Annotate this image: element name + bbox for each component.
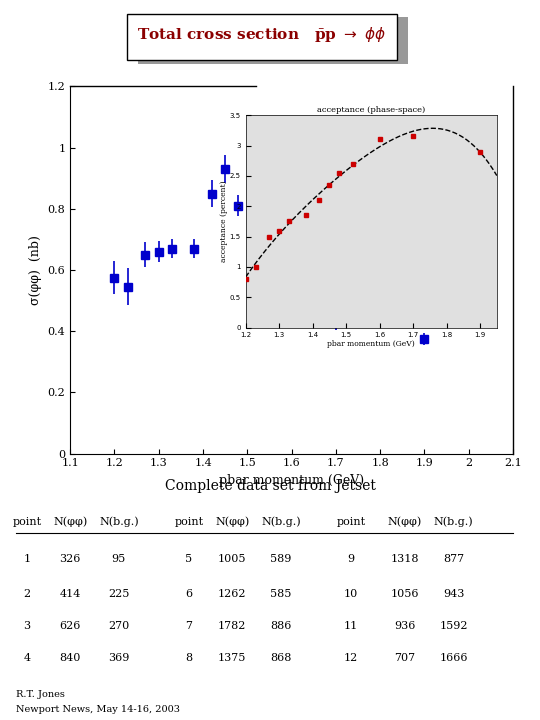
Text: Newport News, May 14-16, 2003: Newport News, May 14-16, 2003 <box>16 706 180 714</box>
Y-axis label: σ(φφ)  (nb): σ(φφ) (nb) <box>29 235 42 305</box>
Text: 8: 8 <box>185 653 193 663</box>
Text: 626: 626 <box>59 621 81 631</box>
Text: 2: 2 <box>23 589 31 598</box>
Text: 1: 1 <box>23 554 31 564</box>
Text: 414: 414 <box>59 589 81 598</box>
Text: 936: 936 <box>394 621 416 631</box>
Text: 943: 943 <box>443 589 464 598</box>
Text: 877: 877 <box>443 554 464 564</box>
Y-axis label: acceptance (percent): acceptance (percent) <box>220 181 228 262</box>
Text: N(φφ): N(φφ) <box>53 516 87 527</box>
Text: 3: 3 <box>23 621 31 631</box>
Text: 10: 10 <box>344 589 358 598</box>
Text: 1005: 1005 <box>218 554 246 564</box>
Title: acceptance (phase-space): acceptance (phase-space) <box>317 107 426 114</box>
Text: 369: 369 <box>108 653 130 663</box>
Text: 1592: 1592 <box>440 621 468 631</box>
Text: 1782: 1782 <box>218 621 246 631</box>
FancyBboxPatch shape <box>138 17 408 63</box>
Text: N(b.g.): N(b.g.) <box>434 516 474 527</box>
X-axis label: pbar momentum (GeV): pbar momentum (GeV) <box>219 474 364 487</box>
Text: 1666: 1666 <box>440 653 468 663</box>
Text: N(b.g.): N(b.g.) <box>261 516 301 527</box>
Text: N(φφ): N(φφ) <box>215 516 249 527</box>
Text: N(φφ): N(φφ) <box>388 516 422 527</box>
Text: 4: 4 <box>23 653 31 663</box>
Text: 589: 589 <box>270 554 292 564</box>
Text: 95: 95 <box>112 554 126 564</box>
Text: 1375: 1375 <box>218 653 246 663</box>
Text: 326: 326 <box>59 554 81 564</box>
Text: point: point <box>12 516 42 526</box>
Text: 1318: 1318 <box>391 554 419 564</box>
Text: 9: 9 <box>347 554 355 564</box>
Text: 1262: 1262 <box>218 589 246 598</box>
Text: R.T. Jones: R.T. Jones <box>16 690 65 699</box>
Text: 585: 585 <box>270 589 292 598</box>
Text: Total cross section   $\mathdefault{\bar{p}}$p $\rightarrow$ $\phi\phi$: Total cross section $\mathdefault{\bar{p… <box>137 25 387 44</box>
Text: 11: 11 <box>344 621 358 631</box>
Text: 6: 6 <box>185 589 193 598</box>
Text: 5: 5 <box>185 554 193 564</box>
Text: 270: 270 <box>108 621 130 631</box>
Text: point: point <box>174 516 204 526</box>
Text: 225: 225 <box>108 589 130 598</box>
Text: N(b.g.): N(b.g.) <box>99 516 139 527</box>
Text: 886: 886 <box>270 621 292 631</box>
Text: 7: 7 <box>186 621 192 631</box>
Text: 840: 840 <box>59 653 81 663</box>
Text: Complete data set from Jetset: Complete data set from Jetset <box>165 480 375 493</box>
Text: point: point <box>336 516 366 526</box>
Text: 1056: 1056 <box>391 589 419 598</box>
Text: 12: 12 <box>344 653 358 663</box>
Text: 868: 868 <box>270 653 292 663</box>
FancyBboxPatch shape <box>127 14 397 60</box>
X-axis label: pbar momentum (GeV): pbar momentum (GeV) <box>327 340 415 348</box>
Text: 707: 707 <box>394 653 416 663</box>
